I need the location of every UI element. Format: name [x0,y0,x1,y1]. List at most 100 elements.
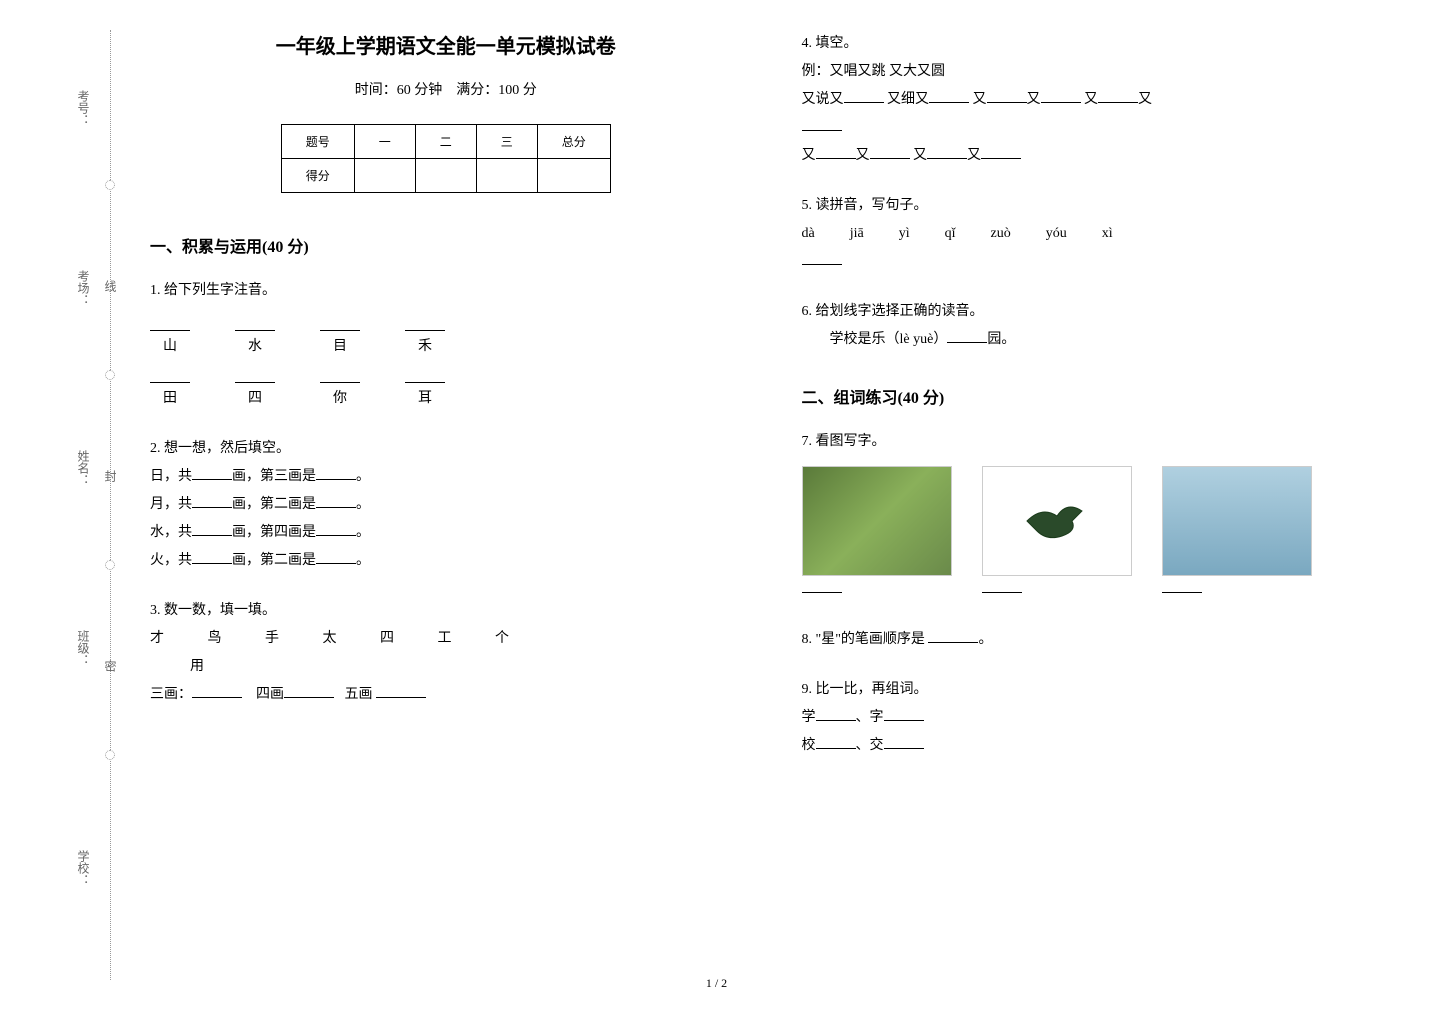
binding-field-class: 班级： [75,630,92,666]
answer-blank[interactable] [928,629,978,643]
char: 水 [248,339,262,354]
answer-blank[interactable] [981,145,1021,159]
char: 你 [333,391,347,406]
q7-image-bird [982,466,1132,576]
answer-blank[interactable] [316,466,356,480]
q4-line1b [802,114,1394,142]
right-column: 4. 填空。 例：又唱又跳 又大又圆 又说又 又细又 又又 又又 又又 又又 5… [802,30,1394,782]
answer-blank[interactable] [816,145,856,159]
answer-blank[interactable] [320,317,360,331]
answer-blank[interactable] [192,522,232,536]
exam-meta: 时间：60 分钟 满分：100 分 [150,79,742,99]
answer-blank[interactable] [802,251,842,265]
score-cell [537,159,610,193]
q9-line1: 学、字 [802,704,1394,732]
q1-prompt: 1. 给下列生字注音。 [150,277,742,305]
answer-blank[interactable] [802,579,842,593]
q2-prompt: 2. 想一想，然后填空。 [150,435,742,463]
answer-blank[interactable] [844,89,884,103]
page-content: 一年级上学期语文全能一单元模拟试卷 时间：60 分钟 满分：100 分 题号 一… [0,0,1433,812]
answer-blank[interactable] [802,117,842,131]
page-number: 1 / 2 [706,976,727,991]
answer-blank[interactable] [884,707,924,721]
answer-blank[interactable] [870,145,910,159]
q7-image-tree [802,466,952,576]
answer-blank[interactable] [405,317,445,331]
binding-field-name: 姓名： [75,450,92,486]
answer-blank[interactable] [1098,89,1138,103]
q1-row2: 田 四 你 耳 [150,369,742,413]
answer-blank[interactable] [235,369,275,383]
char: 四 [248,391,262,406]
score-cell [476,159,537,193]
binding-seal-char: 线 [102,280,119,292]
score-header: 一 [354,125,415,159]
section-2-title: 二、组词练习(40 分) [802,384,1394,408]
char: 禾 [418,339,432,354]
time-label: 时间：60 分钟 [355,83,443,98]
q8-prompt: 8. "星"的笔画顺序是 [802,632,929,647]
answer-blank[interactable] [235,317,275,331]
q9-prompt: 9. 比一比，再组词。 [802,676,1394,704]
q3-prompt: 3. 数一数，填一填。 [150,597,742,625]
char: 耳 [418,391,432,406]
question-6: 6. 给划线字选择正确的读音。 学校是乐（lè yuè）园。 [802,298,1394,354]
answer-blank[interactable] [192,684,242,698]
answer-blank[interactable] [982,579,1022,593]
question-3: 3. 数一数，填一填。 才 鸟 手 太 四 工 个 用 三画： 四画 五画 [150,597,742,709]
answer-blank[interactable] [150,317,190,331]
q6-prompt: 6. 给划线字选择正确的读音。 [802,298,1394,326]
answer-blank[interactable] [1041,89,1081,103]
question-8: 8. "星"的笔画顺序是 。 [802,626,1394,654]
char: 山 [163,339,177,354]
answer-blank[interactable] [947,329,987,343]
binding-field-school: 学校： [75,850,92,886]
bird-icon [1017,491,1097,551]
binding-field-exam-id: 考号： [75,90,92,126]
answer-blank[interactable] [316,522,356,536]
char: 田 [163,391,177,406]
answer-blank[interactable] [405,369,445,383]
q2-line: 日，共画，第三画是。 [150,463,742,491]
binding-dotted-line [110,30,111,980]
q3-answer-line: 三画： 四画 五画 [150,681,742,709]
answer-blank[interactable] [987,89,1027,103]
score-header: 二 [415,125,476,159]
char: 目 [333,339,347,354]
answer-blank[interactable] [376,684,426,698]
binding-seal-char: 封 [102,470,119,482]
answer-blank[interactable] [316,550,356,564]
score-cell [354,159,415,193]
answer-blank[interactable] [192,466,232,480]
score-header: 题号 [281,125,354,159]
binding-circle [105,560,115,570]
answer-blank[interactable] [320,369,360,383]
question-2: 2. 想一想，然后填空。 日，共画，第三画是。 月，共画，第二画是。 水，共画，… [150,435,742,575]
answer-blank[interactable] [192,550,232,564]
answer-blank[interactable] [192,494,232,508]
answer-blank[interactable] [316,494,356,508]
left-column: 一年级上学期语文全能一单元模拟试卷 时间：60 分钟 满分：100 分 题号 一… [150,30,742,782]
answer-blank[interactable] [1162,579,1202,593]
score-header: 总分 [537,125,610,159]
q5-prompt: 5. 读拼音，写句子。 [802,192,1394,220]
q7-prompt: 7. 看图写字。 [802,428,1394,456]
score-label: 满分：100 分 [456,83,537,98]
section-1-title: 一、积累与运用(40 分) [150,233,742,257]
question-5: 5. 读拼音，写句子。 dà jiā yì qǐ zuò yóu xì [802,192,1394,276]
answer-blank[interactable] [927,145,967,159]
answer-blank[interactable] [150,369,190,383]
answer-blank[interactable] [929,89,969,103]
question-1: 1. 给下列生字注音。 山 水 目 禾 田 四 你 耳 [150,277,742,413]
question-7: 7. 看图写字。 [802,428,1394,604]
binding-field-room: 考场： [75,270,92,306]
q4-line1: 又说又 又细又 又又 又又 [802,86,1394,114]
answer-blank[interactable] [816,707,856,721]
answer-blank[interactable] [816,735,856,749]
answer-blank[interactable] [884,735,924,749]
binding-strip: 考号： 考场： 姓名： 班级： 学校： 线 封 密 [60,30,120,980]
question-9: 9. 比一比，再组词。 学、字 校、交 [802,676,1394,760]
answer-blank[interactable] [284,684,334,698]
q1-row1: 山 水 目 禾 [150,317,742,361]
q2-line: 水，共画，第四画是。 [150,519,742,547]
